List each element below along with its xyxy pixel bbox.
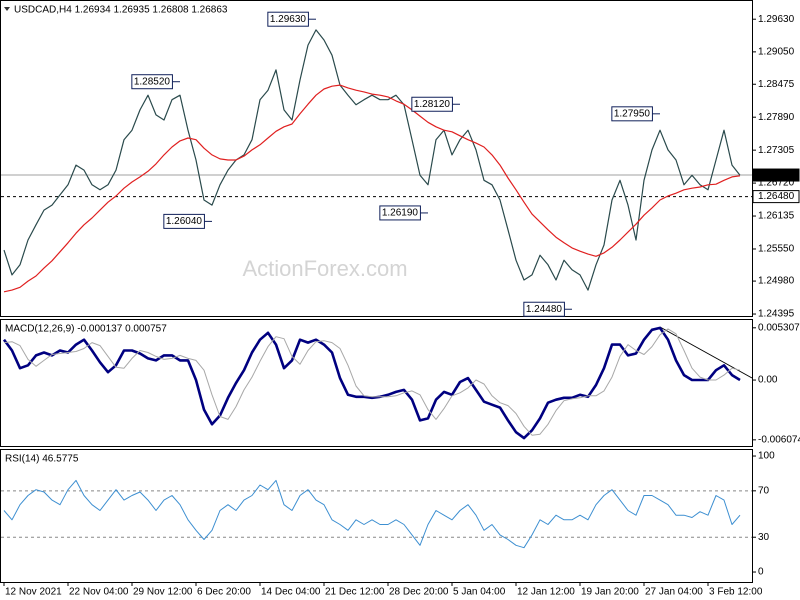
price-annotation: 1.26190 (379, 205, 428, 221)
x-tick-label: 3 Feb 12:00 (709, 587, 763, 598)
y-tick-label: 1.26720 (758, 178, 795, 189)
series-line (3, 328, 741, 436)
y-tick-label: 1.27305 (758, 145, 795, 156)
price-title: USDCAD,H4 1.26934 1.26935 1.26808 1.2686… (14, 5, 228, 16)
y-tick-label: 1.24395 (758, 309, 795, 320)
price-tag-label: 1.26863 (758, 170, 795, 181)
y-tick-label: 1.27890 (758, 112, 795, 123)
x-tick-label: 5 Jan 04:00 (453, 587, 506, 598)
x-tick-label: 27 Jan 04:00 (645, 587, 703, 598)
annotation-label: 1.27950 (614, 108, 651, 119)
series-line (2, 326, 741, 440)
y-tick-label: 30 (758, 532, 770, 543)
price-annotation: 1.28520 (131, 74, 180, 90)
annotation-label: 1.26040 (166, 216, 203, 227)
x-tick-label: 21 Dec 12:00 (325, 587, 385, 598)
y-tick-label: -0.006074 (758, 434, 800, 445)
x-tick-label: 19 Jan 20:00 (581, 587, 639, 598)
price-tag (752, 168, 800, 182)
series-line (3, 479, 741, 549)
rsi-title: RSI(14) 46.5775 (5, 454, 79, 465)
y-tick-label: 70 (758, 485, 770, 496)
price-annotation: 1.27950 (611, 106, 660, 122)
y-tick-label: 1.25550 (758, 244, 795, 255)
price-annotation: 1.26040 (163, 213, 212, 229)
y-tick-label: 1.29050 (758, 47, 795, 58)
x-tick-label: 29 Nov 12:00 (133, 587, 193, 598)
annotation-label: 1.26190 (382, 208, 419, 219)
y-tick-label: 1.26135 (758, 211, 795, 222)
x-tick-label: 22 Nov 04:00 (69, 587, 129, 598)
price-pane (0, 0, 753, 317)
watermark: ActionForex.com (242, 256, 407, 281)
x-tick-label: 12 Nov 2021 (5, 587, 62, 598)
y-tick-label: 0.00 (758, 375, 778, 386)
macd-pane (0, 319, 753, 447)
x-tick-label: 6 Dec 20:00 (197, 587, 251, 598)
plot-layer: 1.29630 1.28520 1.26040 1.26190 1.28120 1.279… (1, 11, 800, 598)
y-tick-label: 0 (758, 567, 764, 578)
price-annotation: 1.29630 (267, 11, 316, 27)
price-tag-label: 1.26480 (758, 191, 795, 202)
x-tick-label: 28 Dec 20:00 (389, 587, 449, 598)
rsi-pane (0, 449, 753, 583)
annotation-label: 1.24480 (526, 304, 563, 315)
menu-icon (4, 7, 10, 11)
y-tick-label: 0.005307 (758, 322, 800, 333)
price-annotation: 1.24480 (523, 301, 572, 317)
y-tick-label: 100 (758, 451, 775, 462)
price-annotation: 1.28120 (411, 96, 460, 112)
annotation-label: 1.29630 (270, 14, 307, 25)
series-line (3, 84, 741, 293)
y-tick-label: 1.29630 (758, 14, 795, 25)
annotation-label: 1.28120 (414, 99, 451, 110)
series-line (3, 29, 741, 291)
macd-title: MACD(12,26,9) -0.000137 0.000757 (5, 324, 167, 335)
y-tick-label: 1.28475 (758, 79, 795, 90)
y-tick-label: 1.24980 (758, 276, 795, 287)
x-tick-label: 12 Jan 12:00 (517, 587, 575, 598)
x-tick-label: 14 Dec 04:00 (261, 587, 321, 598)
price-tag (752, 190, 800, 204)
annotation-label: 1.28520 (134, 76, 171, 87)
